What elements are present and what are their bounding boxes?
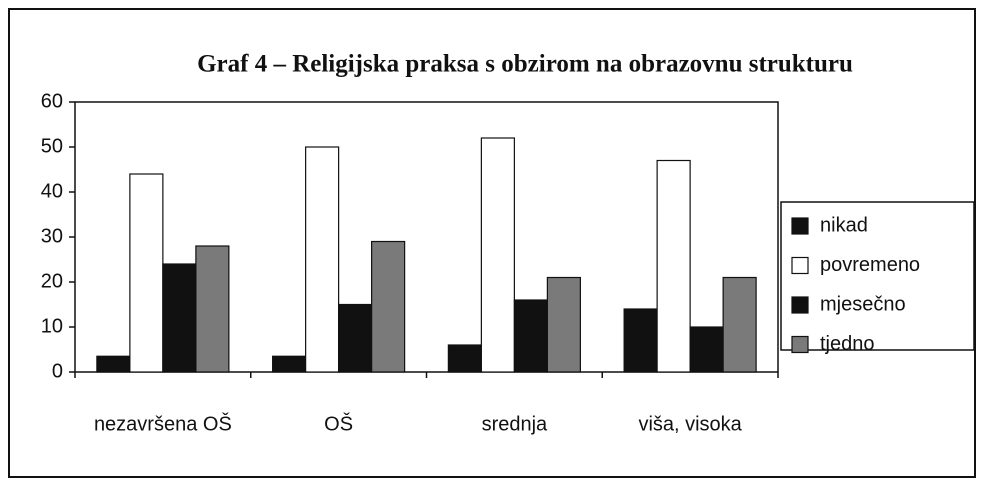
bar [689, 326, 724, 373]
y-tick-label: 20 [41, 270, 63, 292]
bar [272, 355, 307, 373]
chart-title: Graf 4 – Religijska praksa s obzirom na … [197, 51, 853, 78]
x-tick-label: srednja [482, 413, 548, 435]
bar [513, 299, 548, 373]
legend-swatch [791, 296, 809, 314]
bar [338, 303, 373, 373]
bar [480, 137, 515, 373]
y-tick-label: 40 [41, 180, 63, 202]
y-tick-label: 50 [41, 135, 63, 157]
bar [623, 308, 658, 373]
y-tick-label: 30 [41, 225, 63, 247]
bar [195, 245, 230, 373]
y-tick-label: 10 [41, 315, 63, 337]
bar [447, 344, 482, 373]
x-tick-label: nezavršena OŠ [94, 412, 232, 435]
legend-label: povremeno [820, 254, 920, 276]
legend-swatch [791, 217, 809, 235]
legend-label: mjesečno [820, 293, 906, 315]
bar [162, 263, 197, 373]
y-tick-label: 60 [41, 90, 63, 112]
x-tick-label: viša, visoka [638, 413, 742, 435]
bar [546, 276, 581, 373]
legend-label: nikad [820, 214, 868, 236]
y-tick-label: 0 [52, 360, 63, 382]
x-tick-label: OŠ [324, 412, 353, 435]
bar [129, 173, 164, 373]
bar [305, 146, 340, 373]
bar [722, 276, 757, 373]
legend [780, 201, 975, 351]
legend-swatch [791, 256, 809, 275]
frame [8, 8, 976, 478]
legend-label: tjedno [820, 333, 875, 355]
bar [656, 159, 691, 373]
legend-swatch [791, 335, 809, 354]
bar [96, 355, 131, 373]
bar [371, 240, 406, 373]
